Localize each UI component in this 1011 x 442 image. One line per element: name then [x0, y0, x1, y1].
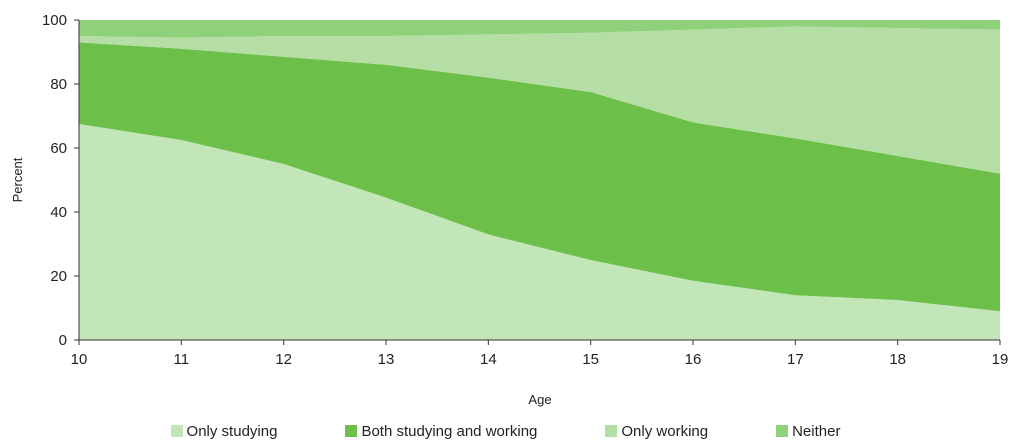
legend-swatch	[170, 425, 183, 437]
x-tick-label: 10	[71, 351, 88, 368]
y-tick-label: 20	[50, 268, 67, 285]
area-series-both-studying-and-working	[79, 42, 1000, 312]
legend-swatch	[605, 425, 618, 437]
x-tick-label: 13	[378, 351, 395, 368]
stacked-area-chart: 0 20 40 60 80 100 10 11 12 13 14 15 16 17 18 19 Percent…	[10, 12, 1008, 407]
x-tick-label: 19	[992, 351, 1009, 368]
x-axis-title: Age	[528, 392, 551, 407]
axes-group: 0 20 40 60 80 100 10 11 12 13 14 15 16 17 18 19	[42, 12, 1008, 368]
x-tick-label: 18	[889, 351, 906, 368]
area-series-neither	[79, 20, 1000, 38]
x-tick-label: 12	[275, 351, 292, 368]
legend-item: Only studying	[170, 422, 278, 440]
area-series-only-working	[79, 26, 1000, 174]
area-series-group	[79, 20, 1000, 340]
y-tick-label: 60	[50, 140, 67, 157]
y-tick-label: 0	[59, 332, 67, 349]
area-series-only-studying	[79, 124, 1000, 340]
y-axis-title: Percent	[10, 157, 25, 202]
y-tick-label: 100	[42, 12, 67, 29]
chart-legend: Only studying Both studying and working On…	[0, 420, 1011, 442]
y-tick-label: 80	[50, 76, 67, 93]
legend-item: Only working	[605, 423, 708, 440]
legend-item: Neither	[776, 423, 840, 440]
x-tick-label: 11	[174, 351, 190, 368]
y-tick-label: 40	[50, 204, 67, 221]
legend-label: Only working	[621, 422, 709, 440]
legend-swatch	[776, 425, 789, 437]
x-tick-label: 15	[582, 351, 599, 368]
x-tick-label: 16	[685, 351, 702, 368]
legend-swatch	[345, 425, 358, 437]
x-tick-label: 14	[480, 351, 497, 368]
legend-label: Only studying	[186, 422, 278, 440]
legend-item: Both studying and working	[345, 423, 537, 440]
legend-label: Neither	[792, 422, 841, 440]
x-tick-label: 17	[787, 351, 804, 368]
legend-label: Both studying and working	[361, 422, 538, 440]
